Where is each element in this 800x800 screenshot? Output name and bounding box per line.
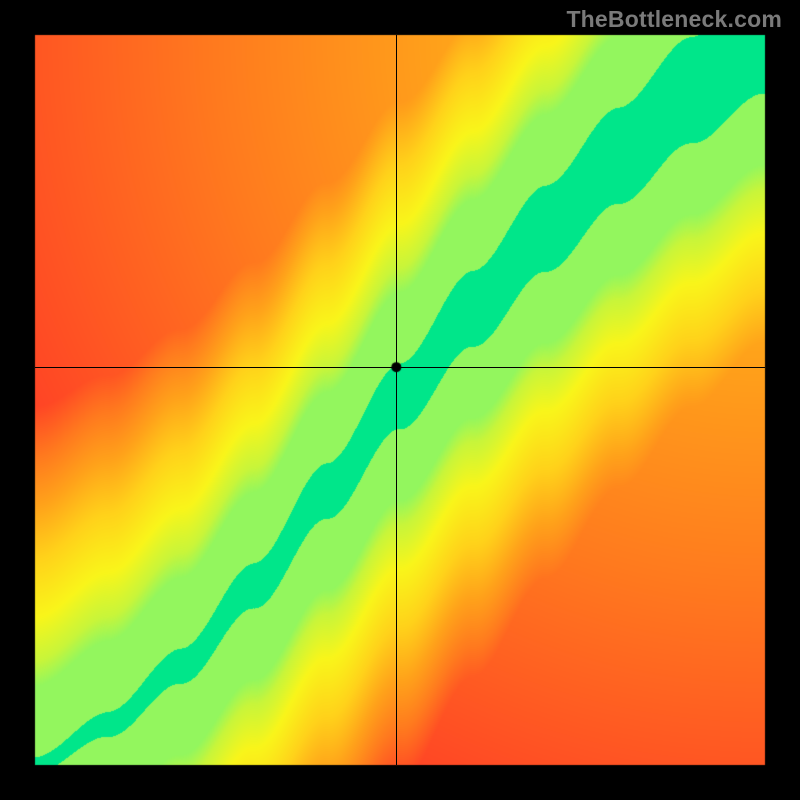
crosshair-vertical [396, 35, 397, 765]
crosshair-horizontal [35, 367, 765, 368]
watermark-text: TheBottleneck.com [566, 6, 782, 33]
heatmap-canvas [0, 0, 800, 800]
chart-container: TheBottleneck.com [0, 0, 800, 800]
